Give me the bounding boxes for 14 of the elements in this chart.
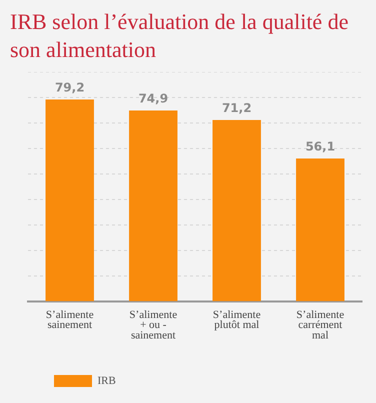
bar [212,120,261,302]
data-label: 71,2 [222,101,252,116]
x-tick-label: S’alimente plutôt mal [212,308,261,332]
legend-label: IRB [98,374,116,387]
chart-title: IRB selon l’évaluation de la qualité de son alimentation [10,8,350,64]
x-tick-label: S’alimente + ou - sainement [129,308,178,342]
data-label: 74,9 [138,92,168,106]
x-tick-label: S’alimente carrément mal [296,308,344,342]
data-label: 56,1 [305,140,336,154]
x-tick-label: S’alimente sainement [46,308,94,332]
data-label: 79,2 [54,80,85,95]
bar [296,158,344,302]
bar [46,100,94,302]
bar [129,110,178,302]
